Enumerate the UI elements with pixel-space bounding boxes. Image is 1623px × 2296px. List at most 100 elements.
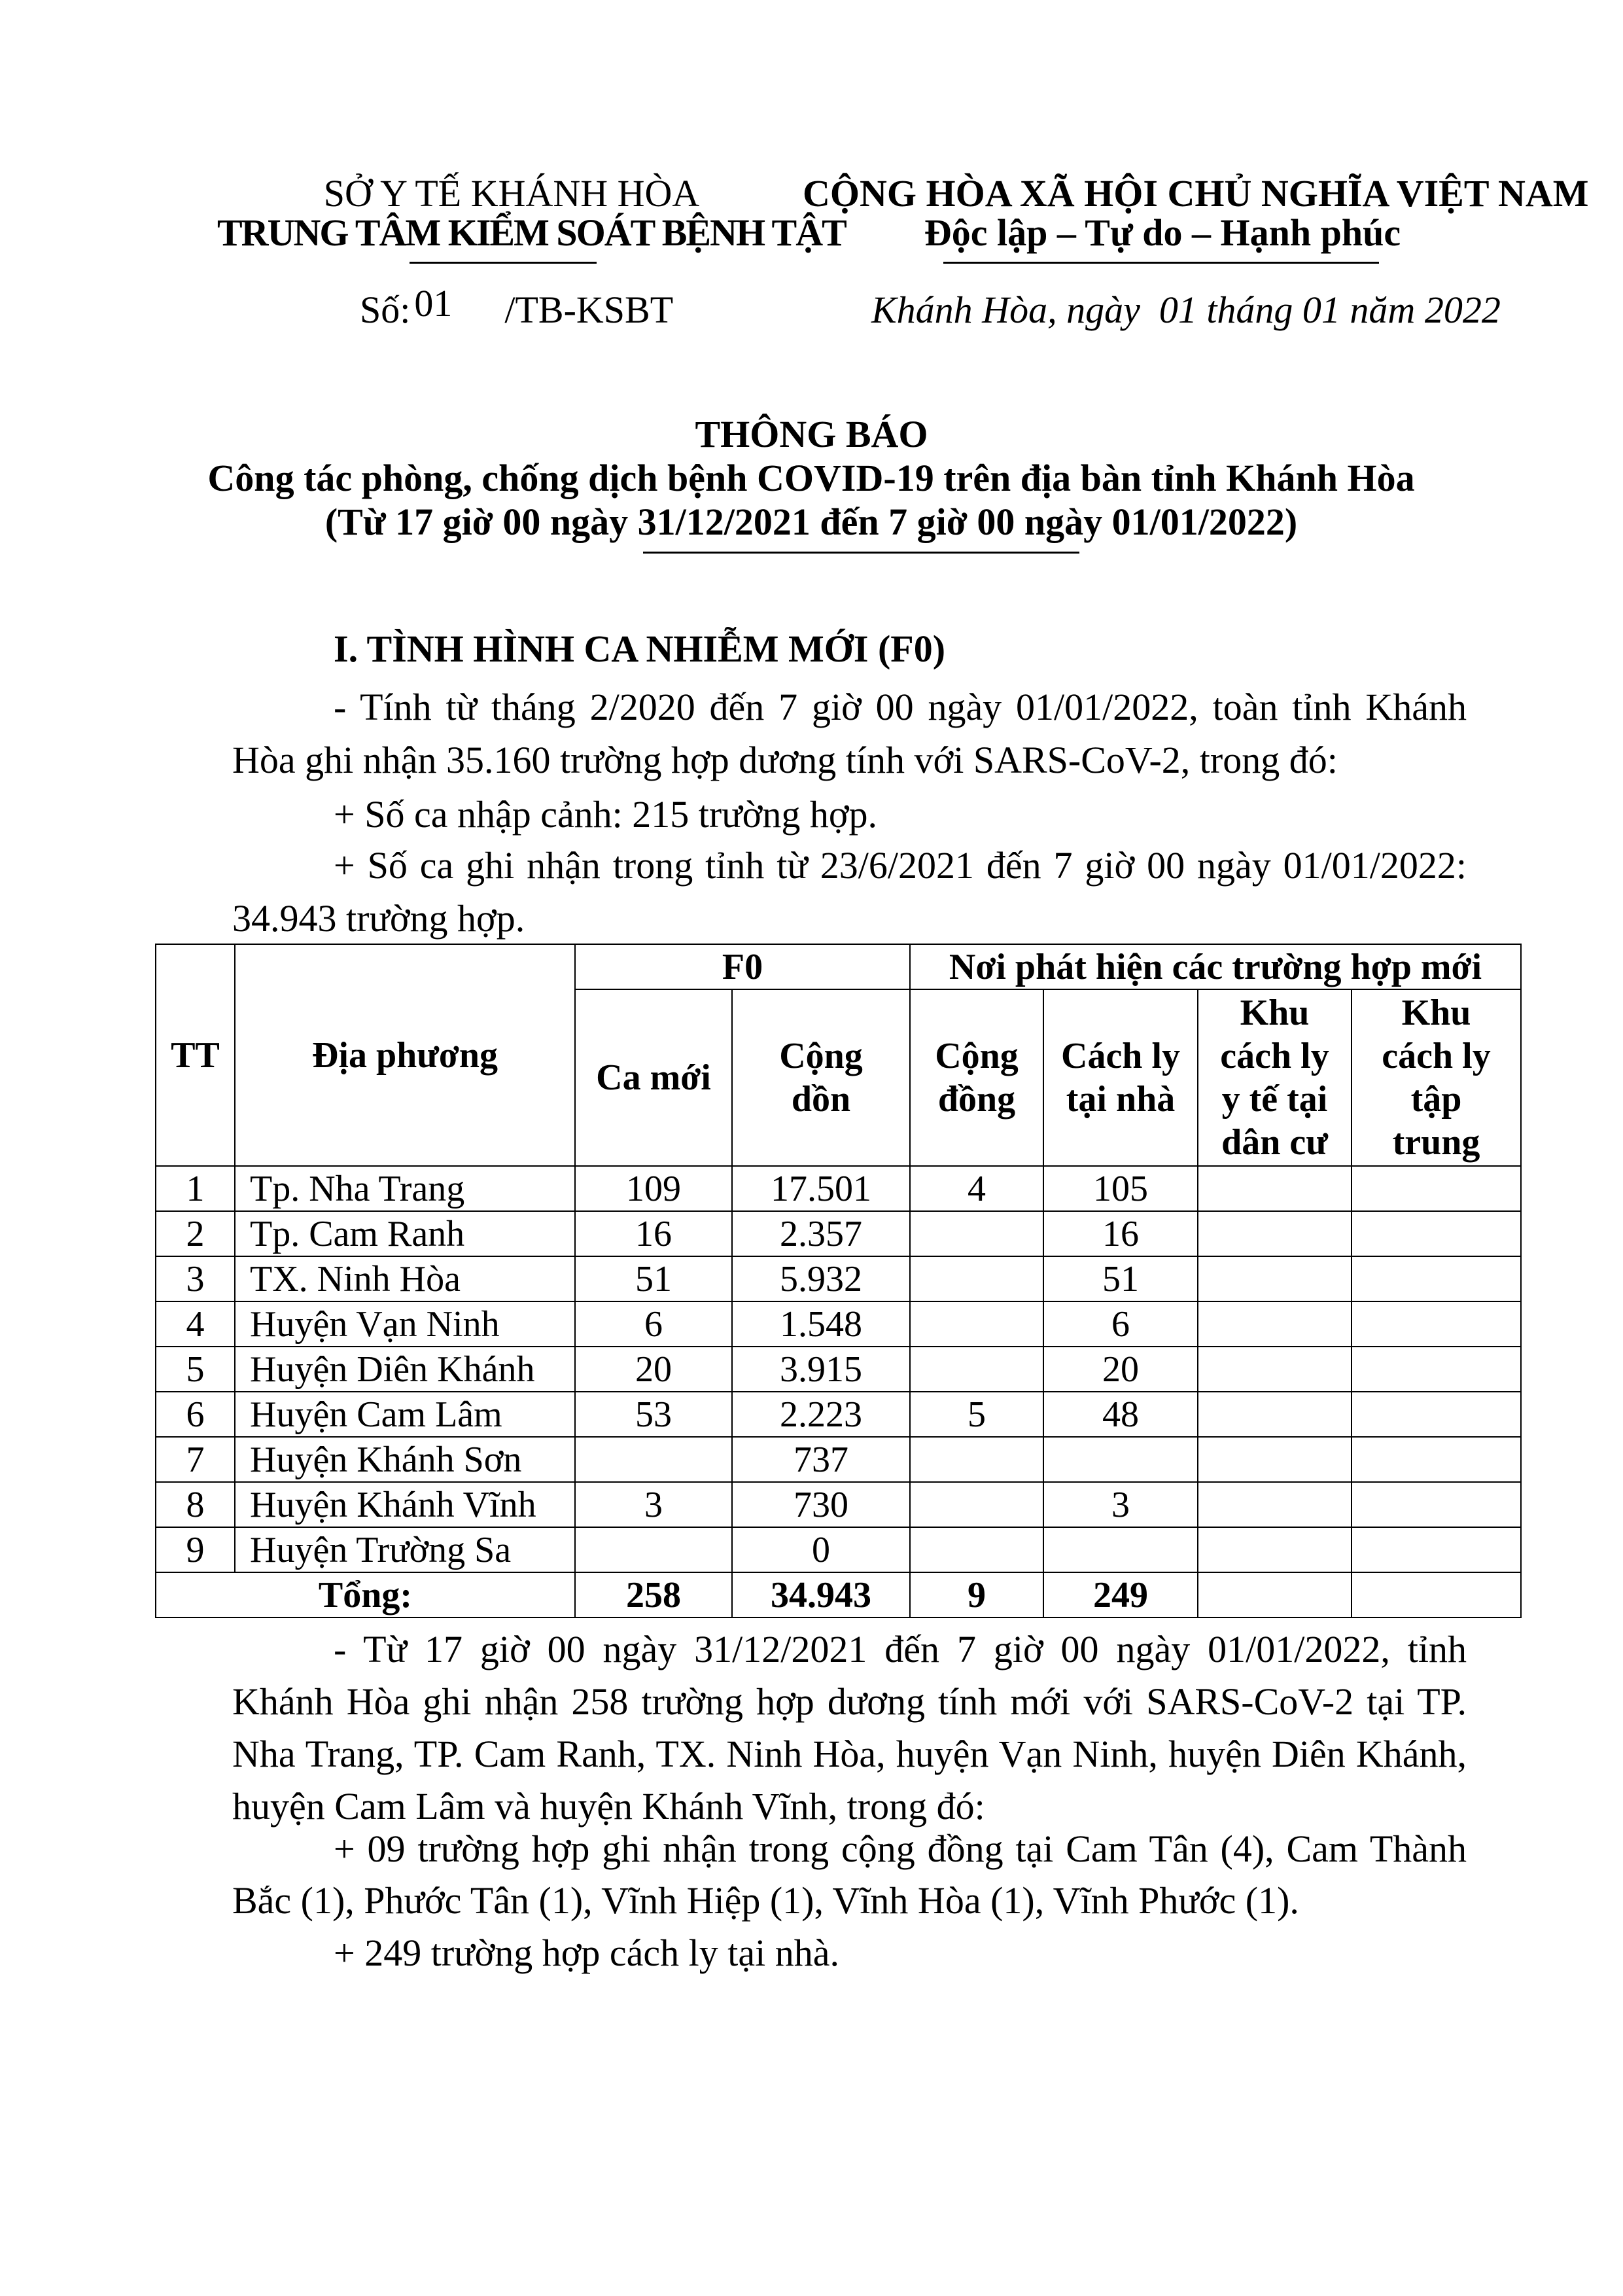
number-label: Số: <box>360 289 411 331</box>
paragraph-home-isolation: + 249 trường hợp cách ly tại nhà. <box>334 1932 839 1974</box>
cell-medical-isolation <box>1197 1165 1352 1212</box>
cell-locality: Huyện Trường Sa <box>234 1527 576 1573</box>
cell-medical-isolation <box>1197 1346 1352 1392</box>
cell-cumulative: 0 <box>731 1527 911 1573</box>
cell-medical-isolation <box>1197 1210 1352 1257</box>
cell-medical-isolation <box>1197 1436 1352 1483</box>
agency-name: TRUNG TÂM KIỂM SOÁT BỆNH TẬT <box>217 211 847 254</box>
document-number: Số: 01/TB-KSBT <box>360 282 673 332</box>
cell-central-isolation <box>1351 1256 1522 1302</box>
header-community: Cộng đồng <box>909 989 1044 1167</box>
total-cumulative: 34.943 <box>731 1572 911 1618</box>
cell-new-cases <box>574 1436 733 1483</box>
cell-row-number: 9 <box>155 1527 236 1573</box>
total-label: Tổng: <box>155 1572 576 1618</box>
document-title: THÔNG BÁO <box>695 413 928 455</box>
paragraph-local: + Số ca ghi nhận trong tỉnh từ 23/6/2021… <box>232 844 1467 940</box>
cell-community <box>909 1210 1044 1257</box>
table-row: 1 Tp. Nha Trang 109 17.501 4 105 <box>155 1165 1522 1212</box>
cell-community <box>909 1301 1044 1347</box>
document-period: (Từ 17 giờ 00 ngày 31/12/2021 đến 7 giờ … <box>324 501 1298 543</box>
total-medical <box>1197 1572 1352 1618</box>
cell-row-number: 8 <box>155 1481 236 1528</box>
cell-row-number: 6 <box>155 1391 236 1438</box>
header-medical-isolation: Khu cách ly y tế tại dân cư <box>1197 989 1352 1167</box>
cell-home-isolation: 51 <box>1043 1256 1198 1302</box>
cell-cumulative: 3.915 <box>731 1346 911 1392</box>
cell-central-isolation <box>1351 1301 1522 1347</box>
paragraph-new-cases: - Từ 17 giờ 00 ngày 31/12/2021 đến 7 giờ… <box>232 1628 1467 1828</box>
cell-central-isolation <box>1351 1165 1522 1212</box>
cell-row-number: 3 <box>155 1256 236 1302</box>
total-home: 249 <box>1043 1572 1198 1618</box>
table-row: 9 Huyện Trường Sa 0 <box>155 1527 1522 1573</box>
cell-central-isolation <box>1351 1391 1522 1438</box>
cell-locality: Tp. Cam Ranh <box>234 1210 576 1257</box>
cell-community <box>909 1481 1044 1528</box>
header-locality: Địa phương <box>234 944 576 1167</box>
cell-new-cases: 51 <box>574 1256 733 1302</box>
total-central <box>1351 1572 1522 1618</box>
table-row: 3 TX. Ninh Hòa 51 5.932 51 <box>155 1256 1522 1302</box>
cell-medical-isolation <box>1197 1527 1352 1573</box>
cell-central-isolation <box>1351 1527 1522 1573</box>
cell-medical-isolation <box>1197 1481 1352 1528</box>
cell-medical-isolation <box>1197 1301 1352 1347</box>
header-new-cases: Ca mới <box>574 989 733 1167</box>
cell-cumulative: 737 <box>731 1436 911 1483</box>
table-row: 6 Huyện Cam Lâm 53 2.223 5 48 <box>155 1391 1522 1438</box>
table-row: 5 Huyện Diên Khánh 20 3.915 20 <box>155 1346 1522 1392</box>
cell-new-cases: 109 <box>574 1165 733 1212</box>
cell-cumulative: 1.548 <box>731 1301 911 1347</box>
paragraph-community: + 09 trường hợp ghi nhận trong cộng đồng… <box>232 1828 1467 1922</box>
header-central-isolation: Khu cách ly tập trung <box>1351 989 1522 1167</box>
cell-home-isolation: 6 <box>1043 1301 1198 1347</box>
cell-community <box>909 1256 1044 1302</box>
country-name: CỘNG HÒA XÃ HỘI CHỦ NGHĨA VIỆT NAM <box>803 172 1589 215</box>
motto-underline <box>943 262 1379 264</box>
table-row: 2 Tp. Cam Ranh 16 2.357 16 <box>155 1210 1522 1257</box>
cell-home-isolation: 20 <box>1043 1346 1198 1392</box>
cell-locality: Huyện Cam Lâm <box>234 1391 576 1438</box>
total-community: 9 <box>909 1572 1044 1618</box>
cell-new-cases: 53 <box>574 1391 733 1438</box>
cell-central-isolation <box>1351 1346 1522 1392</box>
cell-locality: TX. Ninh Hòa <box>234 1256 576 1302</box>
table-row: 8 Huyện Khánh Vĩnh 3 730 3 <box>155 1481 1522 1528</box>
cell-cumulative: 17.501 <box>731 1165 911 1212</box>
cell-central-isolation <box>1351 1436 1522 1483</box>
cell-medical-isolation <box>1197 1256 1352 1302</box>
cell-row-number: 5 <box>155 1346 236 1392</box>
agency-parent: SỞ Y TẾ KHÁNH HÒA <box>323 172 700 215</box>
cell-cumulative: 2.357 <box>731 1210 911 1257</box>
cell-locality: Huyện Vạn Ninh <box>234 1301 576 1347</box>
cell-cumulative: 730 <box>731 1481 911 1528</box>
cell-locality: Huyện Diên Khánh <box>234 1346 576 1392</box>
cell-locality: Huyện Khánh Vĩnh <box>234 1481 576 1528</box>
cell-community: 4 <box>909 1165 1044 1212</box>
cases-table: TT Địa phương F0 Nơi phát hiện các trườn… <box>155 944 1522 1618</box>
cell-community <box>909 1436 1044 1483</box>
total-new: 258 <box>574 1572 733 1618</box>
agency-underline <box>410 262 597 264</box>
cell-community <box>909 1346 1044 1392</box>
title-underline <box>643 552 1079 554</box>
cell-community <box>909 1527 1044 1573</box>
cell-central-isolation <box>1351 1481 1522 1528</box>
header-found-at: Nơi phát hiện các trường hợp mới <box>909 944 1522 990</box>
total-row: Tổng: 258 34.943 9 249 <box>155 1572 1522 1618</box>
cell-new-cases: 3 <box>574 1481 733 1528</box>
place-date: Khánh Hòa, ngày 01 tháng 01 năm 2022 <box>871 289 1501 331</box>
cell-home-isolation <box>1043 1436 1198 1483</box>
cell-central-isolation <box>1351 1210 1522 1257</box>
cell-locality: Tp. Nha Trang <box>234 1165 576 1212</box>
header-tt: TT <box>155 944 236 1167</box>
cell-row-number: 1 <box>155 1165 236 1212</box>
cell-cumulative: 5.932 <box>731 1256 911 1302</box>
cell-medical-isolation <box>1197 1391 1352 1438</box>
paragraph-imported: + Số ca nhập cảnh: 215 trường hợp. <box>334 793 878 836</box>
section-heading: I. TÌNH HÌNH CA NHIỄM MỚI (F0) <box>334 627 946 670</box>
cell-home-isolation: 16 <box>1043 1210 1198 1257</box>
header-cumulative: Cộng dồn <box>731 989 911 1167</box>
cell-row-number: 4 <box>155 1301 236 1347</box>
